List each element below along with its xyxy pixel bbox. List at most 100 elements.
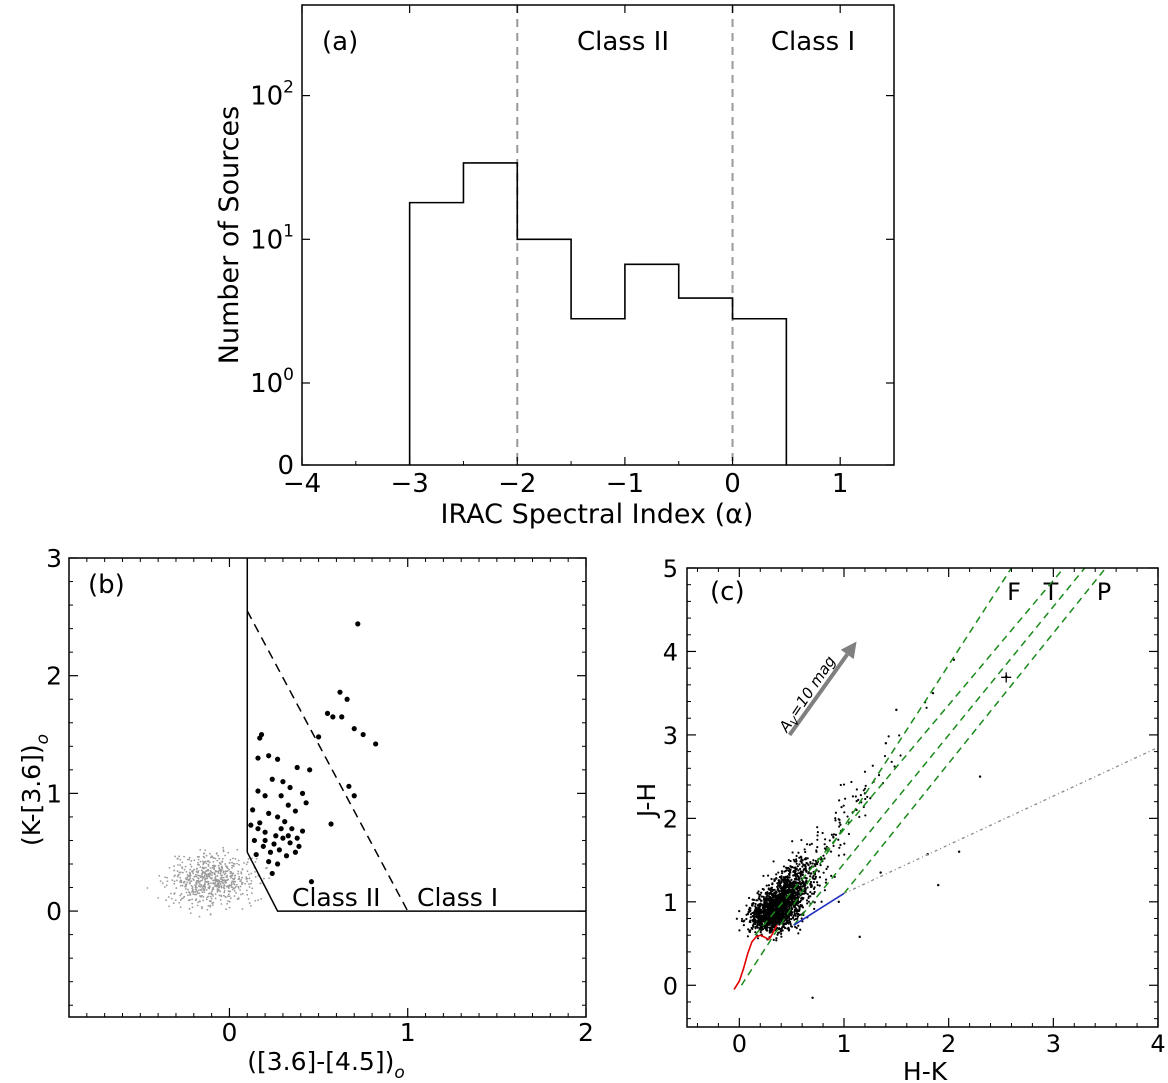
field-star-point xyxy=(234,857,237,860)
star-point xyxy=(771,915,774,919)
field-star-point xyxy=(196,879,198,882)
star-point xyxy=(843,842,846,845)
star-point xyxy=(766,914,769,917)
star-point xyxy=(770,888,773,891)
star-point xyxy=(775,937,778,940)
star-point xyxy=(811,862,814,865)
star-point xyxy=(738,929,741,932)
field-star-point xyxy=(197,870,200,872)
yso-point xyxy=(344,696,350,702)
field-star-point xyxy=(214,877,216,880)
field-star-point xyxy=(210,877,213,880)
yso-point xyxy=(296,843,302,849)
field-star-point xyxy=(173,882,176,885)
field-star-point xyxy=(216,890,219,893)
star-point xyxy=(829,850,833,853)
field-star-point xyxy=(244,882,247,885)
star-point xyxy=(763,899,767,902)
star-point xyxy=(846,815,849,818)
yso-point xyxy=(251,837,258,844)
star-point xyxy=(805,843,809,846)
field-star-point xyxy=(177,874,179,877)
star-point xyxy=(815,849,818,852)
star-point xyxy=(810,892,814,895)
field-star-point xyxy=(233,895,236,897)
field-star-point xyxy=(179,876,181,879)
yso-point xyxy=(373,741,379,747)
field-star-point xyxy=(233,887,236,889)
field-star-point xyxy=(229,870,232,873)
field-star-point xyxy=(219,872,222,875)
field-star-point xyxy=(157,896,160,899)
yso-point xyxy=(292,849,299,855)
star-point xyxy=(834,833,838,836)
field-star-point xyxy=(196,890,199,893)
star-point xyxy=(778,900,781,903)
histogram-bar xyxy=(625,264,679,465)
star-point xyxy=(759,910,762,913)
field-star-point xyxy=(205,874,208,877)
field-star-point xyxy=(222,846,225,849)
star-point xyxy=(805,879,808,882)
star-point xyxy=(799,894,802,897)
yso-point xyxy=(266,859,272,865)
star-point xyxy=(758,917,761,920)
star-point xyxy=(773,878,776,881)
star-point xyxy=(791,887,794,890)
reddening-band-line xyxy=(793,567,1086,926)
field-star-point xyxy=(259,882,262,885)
field-star-point xyxy=(183,855,186,858)
star-point xyxy=(793,889,796,892)
star-point xyxy=(777,931,780,935)
star-point xyxy=(813,907,816,910)
field-star-point xyxy=(208,872,211,875)
field-star-point xyxy=(175,887,178,889)
plot-frame xyxy=(301,4,895,466)
star-point xyxy=(797,851,800,854)
star-point xyxy=(795,862,798,865)
star-point xyxy=(855,788,858,791)
field-star-point xyxy=(227,893,230,896)
field-star-point xyxy=(228,900,231,903)
star-point xyxy=(762,914,765,918)
star-point xyxy=(788,928,791,931)
star-point xyxy=(759,925,763,928)
star-point xyxy=(775,920,778,924)
histogram-bar xyxy=(733,319,787,465)
star-point xyxy=(816,881,819,884)
star-point xyxy=(750,926,753,930)
yso-point xyxy=(257,820,263,826)
star-point xyxy=(769,923,772,926)
panel-b-x-axis-label-sub: o xyxy=(394,1063,404,1083)
yso-point xyxy=(255,788,261,794)
y-tick-label: 3 xyxy=(46,544,62,573)
field-star-point xyxy=(203,874,206,877)
star-point xyxy=(743,919,746,922)
star-point xyxy=(957,850,961,853)
star-point xyxy=(797,878,800,881)
star-point xyxy=(830,874,833,877)
star-point xyxy=(758,906,761,909)
field-star-point xyxy=(215,852,218,855)
field-star-point xyxy=(268,877,270,880)
star-point xyxy=(799,875,802,878)
star-point xyxy=(794,869,797,872)
field-star-point xyxy=(185,883,188,886)
field-star-point xyxy=(179,864,181,866)
field-star-point xyxy=(187,858,189,861)
star-point xyxy=(784,869,787,872)
star-point xyxy=(801,897,804,900)
field-star-point xyxy=(206,869,209,872)
star-point xyxy=(838,825,841,828)
star-point xyxy=(816,838,819,841)
star-point xyxy=(747,896,751,900)
star-point xyxy=(806,893,809,896)
field-star-point xyxy=(224,854,226,857)
star-point xyxy=(790,907,794,910)
field-star-point xyxy=(203,856,206,859)
field-star-point xyxy=(184,888,187,890)
field-star-point xyxy=(212,857,215,859)
star-point xyxy=(772,906,775,909)
star-point xyxy=(800,885,803,888)
field-star-point xyxy=(202,860,204,863)
